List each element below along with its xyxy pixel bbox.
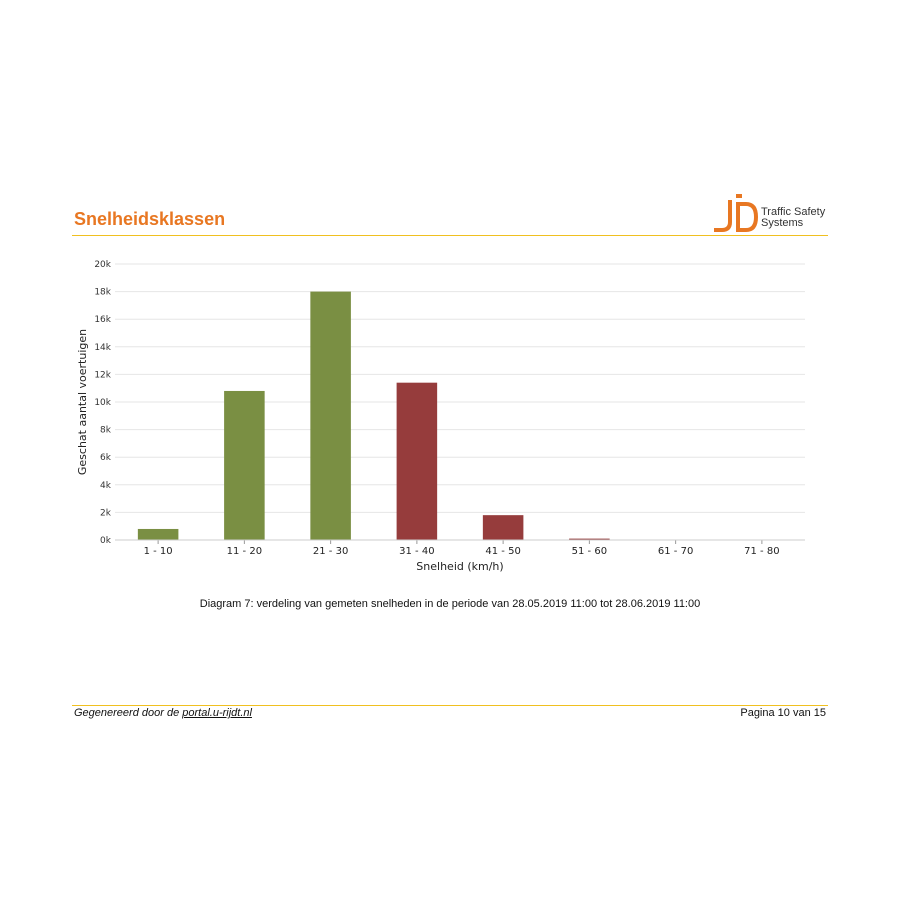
grid-lines	[115, 263, 805, 541]
y-tick-label: 8k	[100, 426, 112, 436]
page-number: Pagina 10 van 15	[740, 707, 826, 719]
x-tick-label: 21 - 30	[313, 546, 348, 557]
y-tick-label: 14k	[94, 343, 111, 353]
y-tick-label: 2k	[100, 508, 112, 518]
chart-caption: Diagram 7: verdeling van gemeten snelhed…	[199, 598, 701, 610]
bar	[224, 390, 265, 540]
bar	[137, 528, 179, 540]
x-tick-label: 1 - 10	[144, 546, 173, 557]
y-tick-label: 16k	[94, 315, 111, 325]
y-tick-label: 6k	[100, 453, 112, 463]
axes: 0k 2k 4k 6k 8k 10k 12k 14k 16k 18k 20k 1 - 10 11 - 2…	[94, 260, 805, 557]
logo-text: Traffic Safety Systems	[761, 207, 825, 229]
x-tick-label: 51 - 60	[572, 546, 607, 557]
x-tick-label: 41 - 50	[485, 546, 520, 557]
logo-line-2: Systems	[761, 217, 804, 229]
header-divider	[72, 235, 828, 236]
y-tick-label: 18k	[94, 288, 111, 298]
footer-generated-by: Gegenereerd door de portal.u-rijdt.nl	[74, 707, 252, 719]
y-tick-label: 10k	[94, 398, 111, 408]
bar	[569, 538, 610, 540]
y-tick-label: 0k	[100, 536, 112, 546]
x-tick-label: 71 - 80	[744, 546, 779, 557]
footer-divider	[72, 705, 828, 706]
portal-link[interactable]: portal.u-rijdt.nl	[182, 707, 252, 719]
logo-line-1: Traffic Safety	[761, 206, 826, 218]
x-axis-label: Snelheid (km/h)	[416, 560, 503, 573]
bars	[137, 291, 610, 540]
bar	[482, 515, 524, 540]
y-axis-label: Geschat aantal voertuigen	[76, 329, 89, 475]
page-title: Snelheidsklassen	[74, 209, 226, 229]
y-tick-label: 4k	[100, 481, 112, 491]
y-tick-label: 12k	[94, 370, 111, 380]
x-tick-label: 11 - 20	[227, 546, 262, 557]
x-tick-label: 61 - 70	[658, 546, 693, 557]
footer-prefix: Gegenereerd door de	[74, 707, 183, 719]
bar	[396, 382, 438, 540]
logo-icon	[714, 194, 759, 232]
bar	[310, 291, 351, 540]
x-tick-label: 31 - 40	[399, 546, 434, 557]
y-tick-label: 20k	[94, 260, 111, 270]
